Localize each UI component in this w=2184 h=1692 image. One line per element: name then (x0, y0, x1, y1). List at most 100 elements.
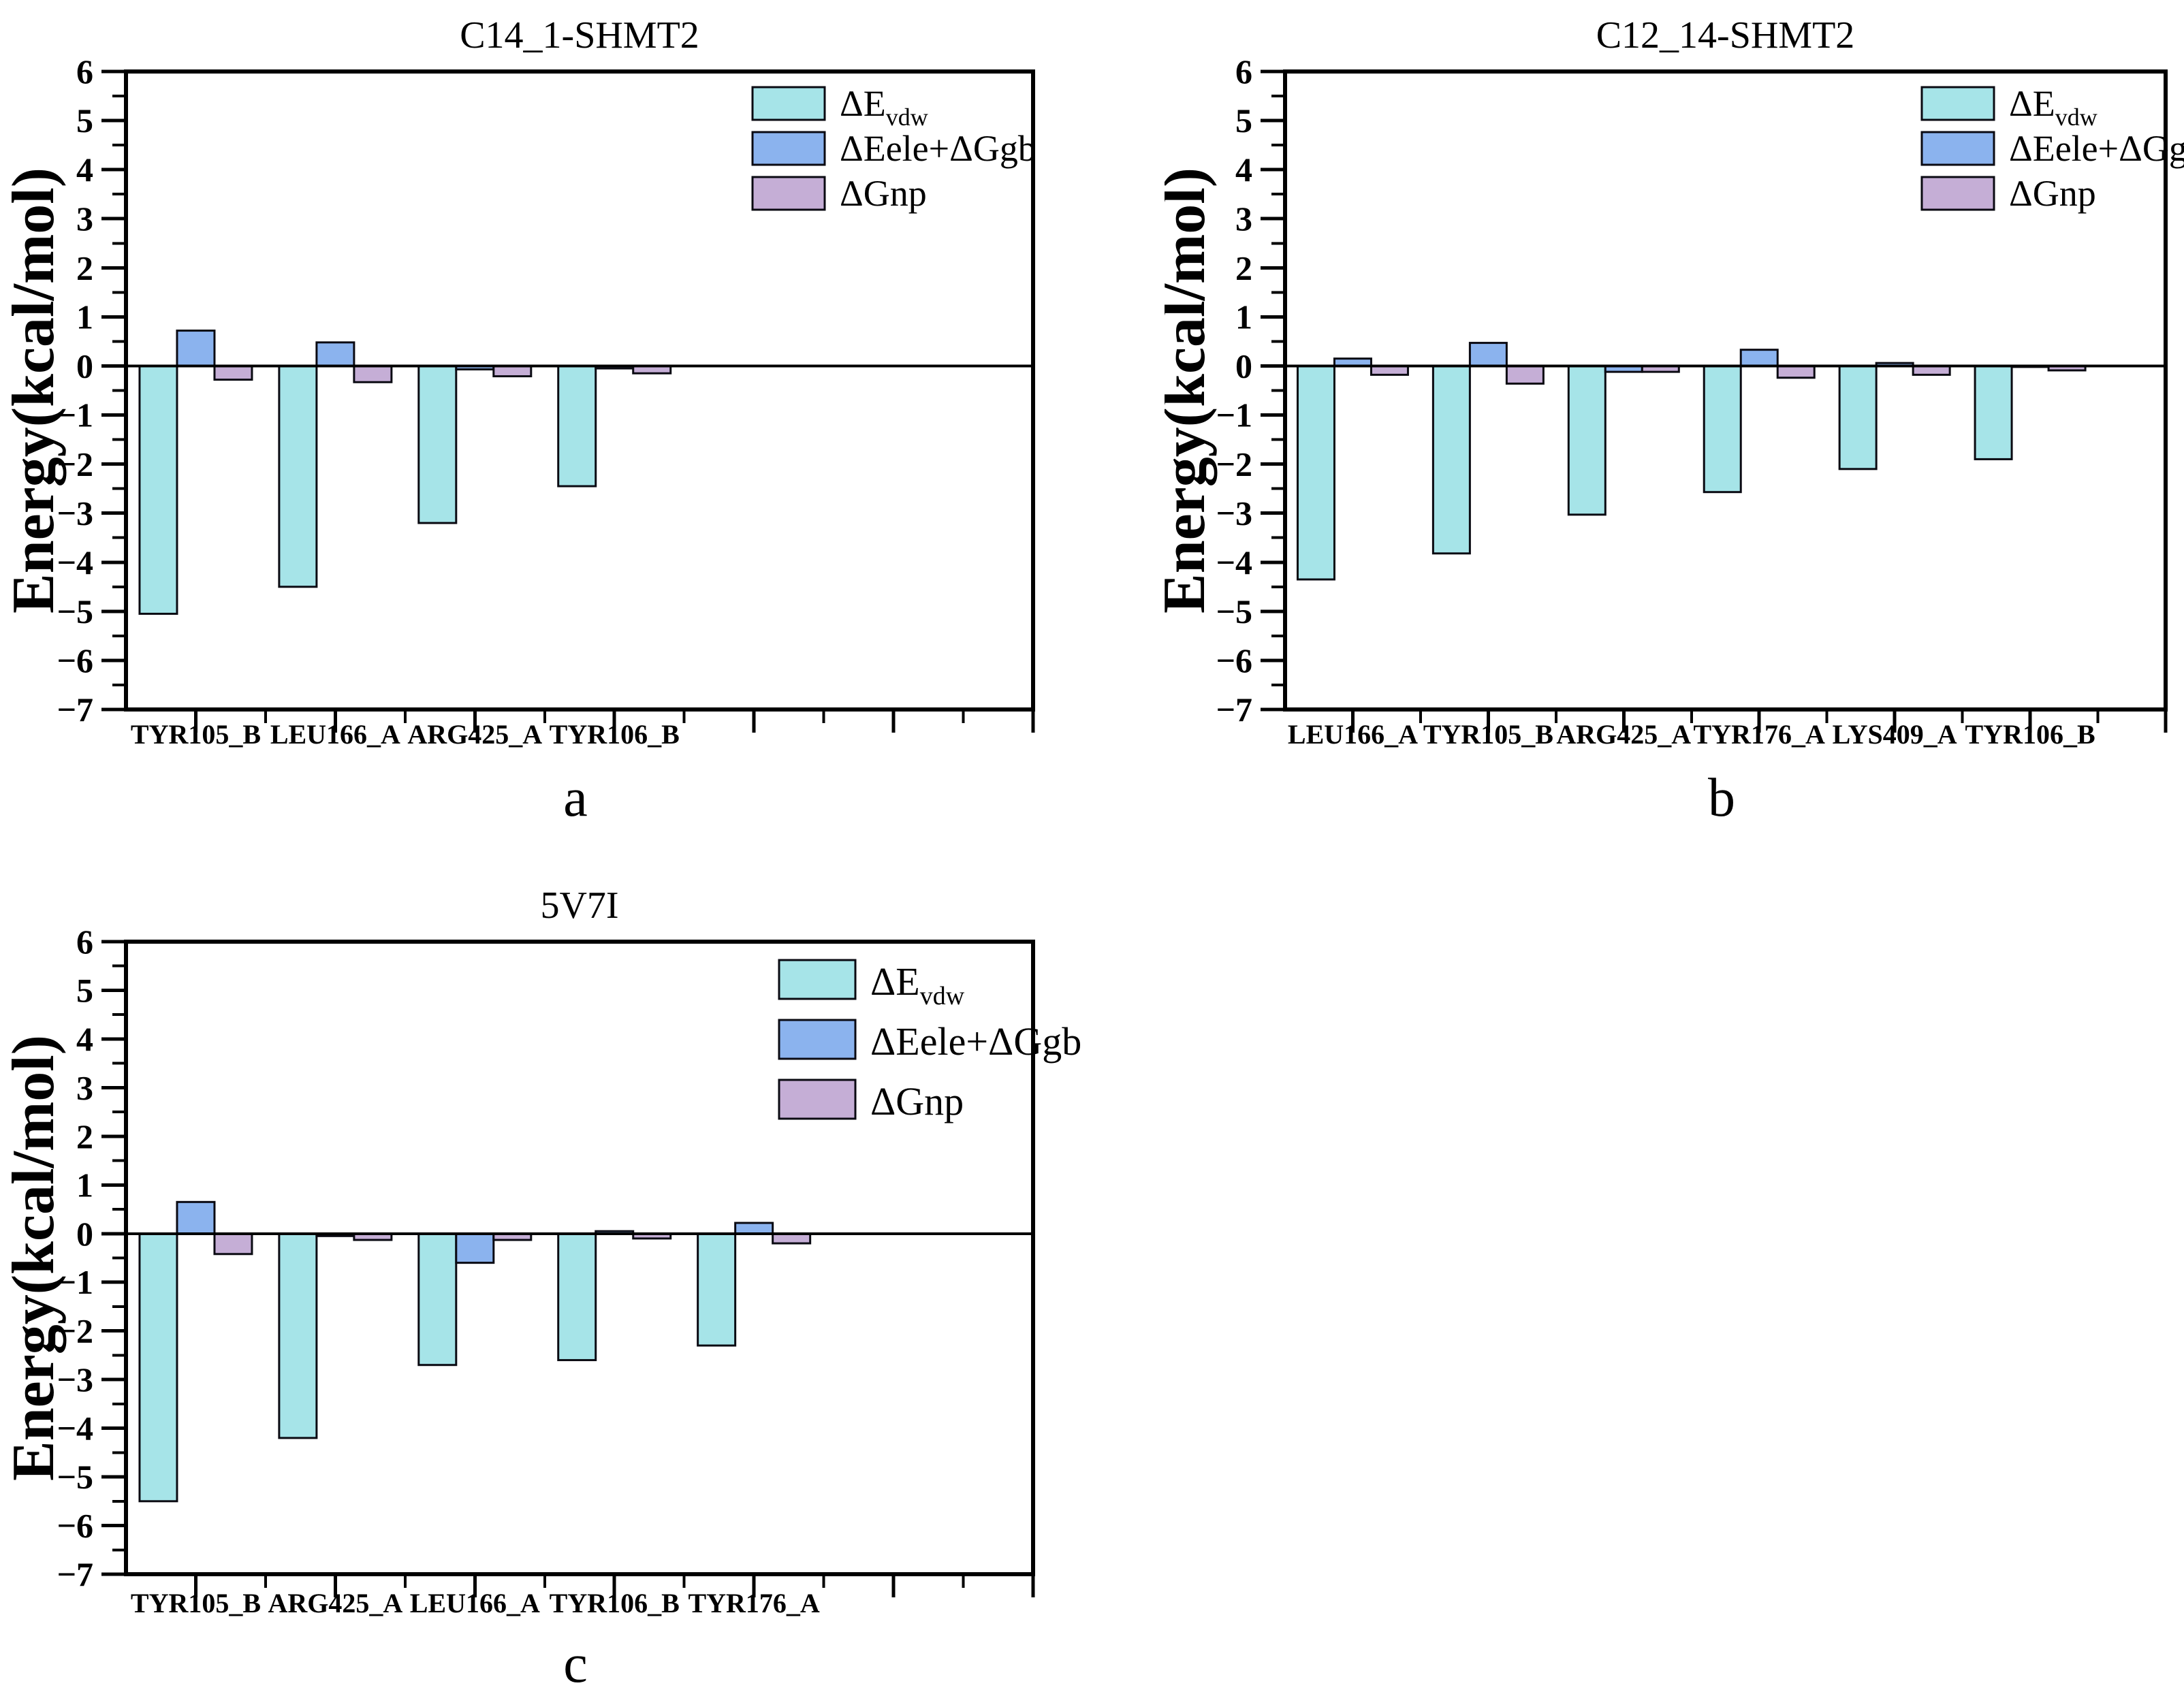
bar-vdw-LYS409_A (1838, 364, 1878, 470)
bar-np-TYR105_B (1505, 364, 1545, 385)
y-tick-label: −1 (57, 1263, 94, 1301)
bar-vdw-TYR105_B (138, 1232, 178, 1503)
legend-swatch-elegb (1920, 131, 1995, 166)
legend-swatch-vdw (751, 86, 826, 121)
x-category-label: TYR176_A (1694, 719, 1825, 750)
x-category-label: TYR105_B (1423, 719, 1553, 750)
bar-vdw-TYR106_B (557, 364, 597, 488)
y-tick-label: 3 (1235, 199, 1252, 238)
y-axis-label: Energy(kcal/mol) (1, 167, 67, 613)
y-axis-label: Energy(kcal/mol) (1, 1035, 67, 1481)
bar-elegb-TYR105_B (1468, 342, 1508, 367)
y-tick-label: 5 (76, 971, 93, 1009)
legend-label-main: ΔEele+ΔGgb (870, 1019, 1081, 1064)
y-tick-label: 6 (76, 923, 93, 961)
x-category-label: ARG425_A (1556, 719, 1691, 750)
legend-label-subscript: vdw (920, 982, 965, 1010)
x-category-label: TYR106_B (550, 719, 680, 750)
y-tick-label: 0 (1235, 347, 1252, 385)
legend-label-main: ΔEele+ΔGgb (840, 128, 1036, 169)
legend-label-main: ΔE (2009, 83, 2055, 124)
y-axis-label: Energy(kcal/mol) (1165, 167, 1218, 613)
x-category-label: LEU166_A (270, 719, 400, 750)
y-tick-label: 0 (76, 1215, 93, 1253)
legend-label-main: ΔGnp (2009, 173, 2096, 214)
y-tick-label: −4 (57, 1409, 94, 1448)
bar-vdw-TYR105_B (1431, 364, 1471, 555)
y-tick-label: −1 (57, 396, 94, 434)
y-tick-label: 1 (76, 298, 93, 336)
y-tick-label: −7 (57, 690, 94, 729)
y-tick-label: 0 (76, 347, 93, 385)
y-tick-label: −5 (1216, 592, 1253, 630)
y-tick-label: −7 (1216, 690, 1253, 729)
y-tick-label: −7 (57, 1555, 94, 1593)
y-tick-label: −6 (57, 641, 94, 680)
bar-vdw-ARG425_A (278, 1232, 318, 1439)
chart-panel-b: C12_14-SHMT2 Energy(kcal/mol) 6 5 4 3 2 1 0 −1 −2 −… (1152, 0, 2184, 855)
legend-swatch-np (751, 176, 826, 211)
legend-label-subscript: vdw (2055, 103, 2098, 131)
y-tick-label: −5 (57, 1458, 94, 1496)
legend-swatch-np (778, 1079, 857, 1120)
y-tick-label: −6 (57, 1507, 94, 1545)
legend-label-elegb: ΔEele+ΔGgb (870, 1019, 1081, 1064)
y-tick-label: −2 (1216, 445, 1253, 483)
chart-svg-b: C12_14-SHMT2 Energy(kcal/mol) 6 5 4 3 2 1 0 −1 −2 −… (1152, 14, 2184, 828)
legend-label-main: ΔEele+ΔGgb (2009, 128, 2184, 169)
panel-letter: a (563, 768, 588, 828)
legend-label-main: ΔE (870, 959, 920, 1004)
x-category-label: LEU166_A (410, 1588, 540, 1618)
plot-frame (124, 940, 1035, 1576)
y-tick-label: 6 (1235, 52, 1252, 91)
bar-vdw-LEU166_A (1296, 364, 1335, 581)
bar-vdw-TYR176_A (697, 1232, 737, 1347)
chart-svg-c: 5V7I Energy(kcal/mol) 6 5 4 3 2 1 0 −1 −2 −3 −4 −5 −6 −… (1, 884, 1081, 1692)
bar-vdw-TYR105_B (138, 364, 178, 615)
plot-frame (1283, 69, 2168, 712)
legend-label-subscript: vdw (886, 103, 928, 131)
y-tick-label: 2 (76, 249, 93, 287)
y-tick-label: 4 (1235, 150, 1252, 189)
y-tick-label: 3 (76, 1068, 93, 1106)
y-tick-label: 2 (76, 1117, 93, 1155)
chart-title: C14_1-SHMT2 (460, 14, 699, 57)
bar-vdw-TYR176_A (1703, 364, 1742, 494)
bar-vdw-TYR106_B (1974, 364, 2013, 460)
legend-label-vdw: ΔEvdw (840, 83, 928, 131)
plot-frame (124, 69, 1035, 712)
chart-panel-c: 5V7I Energy(kcal/mol) 6 5 4 3 2 1 0 −1 −2 −3 −4 −5 −6 −… (0, 851, 1158, 1692)
x-category-label: ARG425_A (407, 719, 542, 750)
x-category-label: LEU166_A (1288, 719, 1418, 750)
panel-letter: b (1708, 768, 1735, 828)
legend-swatch-vdw (778, 959, 857, 1000)
bar-np-ARG425_A (492, 364, 533, 378)
y-tick-label: −3 (1216, 494, 1253, 532)
bar-np-TYR105_B (213, 364, 253, 381)
y-tick-label: 1 (76, 1166, 93, 1204)
x-category-label: TYR105_B (131, 719, 261, 750)
legend-label-vdw: ΔEvdw (870, 959, 965, 1010)
x-category-label: TYR106_B (550, 1588, 680, 1618)
y-tick-label: −3 (57, 494, 94, 532)
legend-label-main: ΔE (840, 83, 886, 124)
chart-title: C12_14-SHMT2 (1596, 14, 1855, 57)
bar-vdw-ARG425_A (1567, 364, 1607, 516)
bar-elegb-LEU166_A (455, 1232, 495, 1264)
bar-vdw-LEU166_A (417, 1232, 458, 1367)
y-tick-label: 6 (76, 52, 93, 91)
x-category-label: TYR106_B (1965, 719, 2095, 750)
bar-vdw-LEU166_A (278, 364, 318, 588)
bar-elegb-TYR105_B (176, 1200, 216, 1235)
y-tick-label: −2 (57, 1312, 94, 1350)
y-tick-label: −4 (57, 543, 94, 581)
legend-swatch-vdw (1920, 86, 1995, 121)
legend-label-elegb: ΔEele+ΔGgb (840, 128, 1036, 169)
x-category-label: LYS409_A (1833, 719, 1957, 750)
legend-swatch-np (1920, 176, 1995, 211)
legend-label-np: ΔGnp (840, 173, 927, 214)
legend-swatch-elegb (778, 1019, 857, 1060)
y-tick-label: 2 (1235, 249, 1252, 287)
y-tick-label: −6 (1216, 641, 1253, 680)
x-category-label: TYR105_B (131, 1588, 261, 1618)
